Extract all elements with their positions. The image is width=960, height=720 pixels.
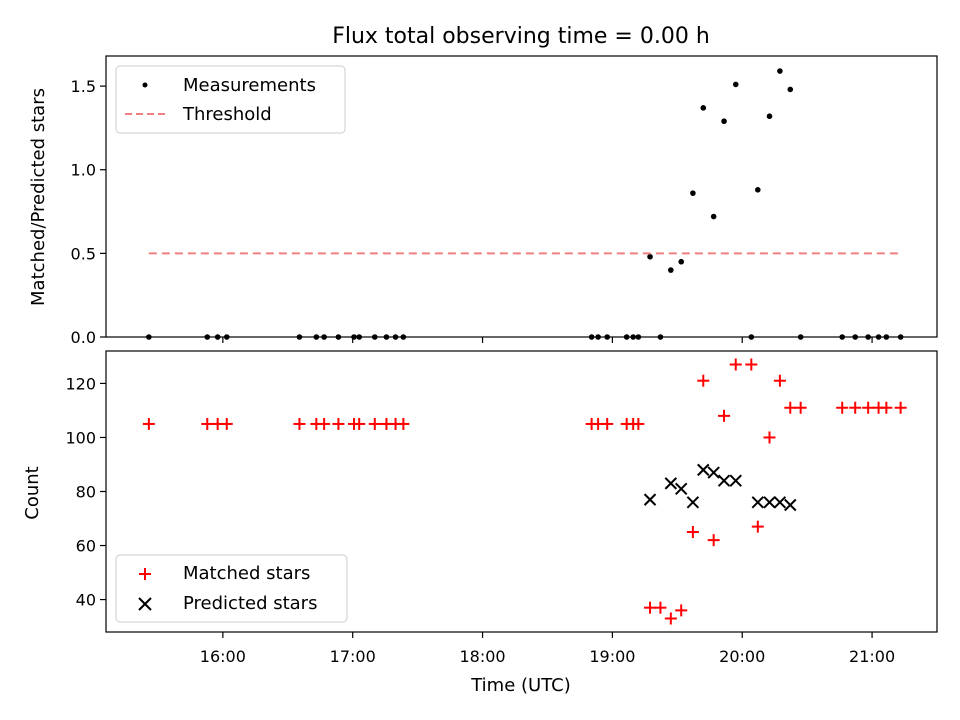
top-chart-title: Flux total observing time = 0.00 h — [332, 24, 710, 49]
bottom-chart-xlabel: Time (UTC) — [470, 675, 571, 696]
predicted-star-point — [717, 474, 731, 487]
matched-star-point — [729, 358, 742, 371]
matched-star-point — [201, 417, 214, 430]
matched-star-point — [794, 401, 807, 414]
measurements-legend-marker — [142, 82, 148, 88]
matched-star-point — [849, 401, 862, 414]
matched-stars-legend-marker — [139, 568, 151, 580]
bottom-chart-ylabel: Count — [22, 466, 43, 519]
matched-star-point — [397, 417, 410, 430]
measurement-point — [755, 187, 761, 193]
measurement-point — [700, 105, 707, 111]
matched-star-point — [368, 417, 381, 430]
predicted-star-point — [686, 496, 700, 509]
bottom-chart-axes: 40 60 80 100 120 16:00 17:00 18:00 19:00 20:00 21:… — [65, 374, 895, 666]
matched-star-point — [353, 417, 366, 430]
matched-star-point — [686, 526, 699, 539]
threshold-legend-label: Threshold — [182, 104, 272, 125]
bottom-ytick-label: 120 — [65, 374, 96, 393]
bottom-ytick-label: 40 — [76, 591, 96, 610]
top-ytick-label: 0.5 — [71, 244, 96, 263]
matched-star-point — [220, 417, 233, 430]
matched-star-point — [836, 401, 849, 414]
top-chart-axes: 0.0 0.5 1.0 1.5 — [71, 77, 873, 347]
measurement-point — [647, 253, 653, 260]
bottom-legend-box — [115, 554, 348, 623]
top-ytick-label: 0.0 — [71, 328, 96, 347]
predicted-star-point — [784, 498, 797, 512]
matched-star-point — [632, 417, 645, 430]
measurement-point — [721, 118, 727, 125]
predicted-star-point — [664, 477, 678, 490]
bottom-xtick-label: 19:00 — [589, 647, 635, 666]
measurement-point — [678, 258, 685, 265]
matched-star-point — [745, 358, 758, 371]
measurement-point — [710, 213, 717, 220]
bottom-xtick-label: 21:00 — [849, 647, 895, 666]
measurement-point — [777, 68, 783, 74]
matched-star-point — [644, 601, 657, 614]
predicted-star-point — [751, 496, 765, 509]
top-ytick-label: 1.0 — [71, 161, 96, 180]
measurement-point — [668, 267, 674, 273]
matched-star-point — [707, 534, 720, 547]
matched-star-point — [894, 401, 907, 414]
top-ytick-label: 1.5 — [71, 77, 96, 96]
bottom-xtick-label: 16:00 — [200, 647, 246, 666]
matched-star-point — [332, 417, 345, 430]
measurement-point — [766, 113, 773, 120]
matched-star-point — [880, 401, 893, 414]
matched-star-point — [318, 417, 331, 430]
predicted-star-point — [773, 496, 787, 509]
top-chart-ylabel: Matched/Predicted stars — [28, 88, 49, 306]
matched-star-point — [784, 401, 797, 414]
predicted-star-point — [643, 493, 657, 506]
matched-star-point — [293, 417, 306, 430]
matched-stars-legend-label: Matched stars — [183, 563, 310, 584]
matched-star-point — [751, 520, 764, 533]
measurement-point — [732, 81, 739, 88]
matched-star-point — [142, 417, 155, 430]
predicted-star-point — [697, 463, 710, 477]
matched-star-point — [763, 431, 776, 444]
measurements-legend-label: Measurements — [183, 75, 316, 96]
bottom-ytick-label: 100 — [65, 428, 96, 447]
matched-star-point — [654, 601, 667, 614]
predicted-star-point — [763, 496, 776, 509]
predicted-stars-legend-label: Predicted stars — [183, 593, 317, 614]
predicted-star-point — [707, 466, 720, 479]
predicted-star-point — [675, 482, 688, 496]
top-chart-frame — [105, 55, 938, 338]
bottom-chart-legend: Matched stars Predicted stars — [115, 554, 348, 623]
matched-star-point — [862, 401, 875, 414]
measurement-point — [787, 86, 794, 93]
matched-star-point — [718, 409, 731, 422]
top-legend-box — [115, 65, 346, 134]
matched-star-point — [601, 417, 614, 430]
measurement-point — [690, 190, 696, 196]
bottom-xtick-label: 17:00 — [330, 647, 376, 666]
matched-star-point — [697, 374, 710, 387]
bottom-chart-frame — [105, 350, 938, 633]
bottom-xtick-label: 18:00 — [459, 647, 505, 666]
matched-star-point — [664, 612, 677, 625]
bottom-ytick-label: 80 — [76, 483, 96, 502]
top-chart-legend: Measurements Threshold — [115, 65, 346, 134]
bottom-ytick-label: 60 — [76, 537, 96, 556]
predicted-stars-legend-marker — [138, 597, 152, 611]
bottom-xtick-label: 20:00 — [719, 647, 765, 666]
matched-star-point — [675, 604, 688, 617]
matched-star-point — [773, 374, 786, 387]
predicted-star-point — [729, 474, 742, 487]
